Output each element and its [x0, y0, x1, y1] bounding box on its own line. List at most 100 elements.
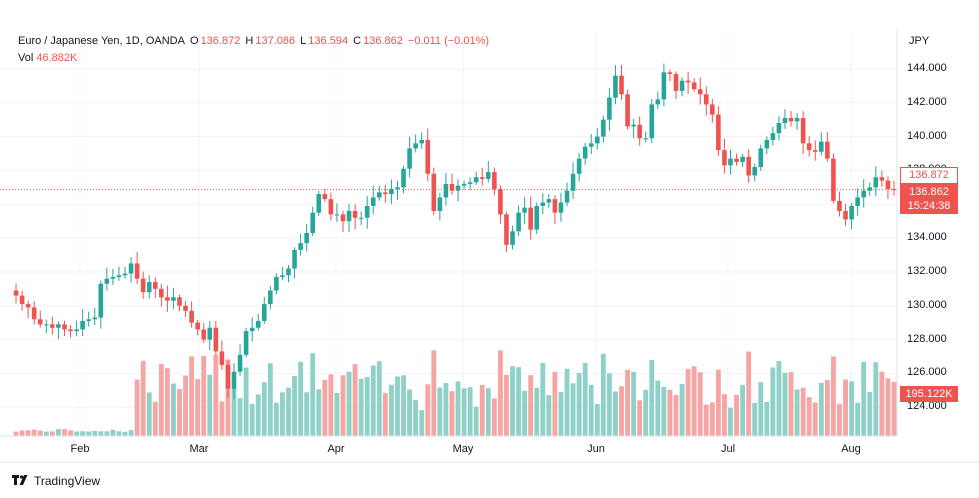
volume-bar — [382, 393, 388, 436]
volume-bar — [873, 362, 879, 436]
candle-body — [62, 324, 67, 330]
volume-bar — [522, 390, 528, 436]
candle-body — [703, 94, 709, 105]
candle-body — [98, 283, 104, 318]
candle-body — [667, 72, 673, 74]
volume-legend: Vol 46.882K — [18, 52, 77, 64]
volume-bar — [831, 356, 836, 436]
volume-bar — [546, 395, 552, 436]
symbol-title: Euro / Japanese Yen, 1D, OANDA — [18, 35, 185, 47]
candle-body — [255, 320, 261, 328]
candle-body — [80, 320, 85, 330]
candle-body — [558, 202, 564, 213]
volume-bar — [812, 402, 818, 436]
volume-bar — [376, 361, 382, 436]
volume-bar — [328, 374, 334, 436]
volume-bar — [189, 356, 195, 436]
candle-body — [679, 80, 685, 91]
volume-bar — [286, 387, 291, 436]
candle-body — [782, 117, 788, 124]
volume-bar — [588, 384, 594, 436]
high-label: H — [245, 35, 254, 47]
volume-bar — [782, 372, 788, 436]
volume-bar — [746, 351, 752, 436]
candle-body — [843, 211, 848, 220]
volume-bar — [98, 431, 104, 436]
candle-body — [764, 139, 770, 149]
candle-body — [225, 364, 231, 389]
volume-bar — [740, 384, 746, 436]
candle-body — [134, 263, 140, 279]
y-tick-label: 144.000 — [907, 61, 947, 74]
candle-body — [449, 183, 455, 191]
volume-bar — [401, 375, 406, 436]
y-tick-label: 130.000 — [907, 298, 947, 311]
candle-body — [825, 141, 830, 159]
volume-bar — [879, 371, 885, 436]
candle-body — [855, 197, 860, 206]
candle-body — [522, 207, 527, 213]
volume-bar — [697, 372, 703, 436]
candle-body — [758, 148, 764, 168]
volume-bar — [413, 399, 419, 436]
candle-body — [885, 180, 891, 190]
tradingview-logo[interactable]: TradingView — [12, 474, 100, 488]
x-tick-label: Feb — [70, 443, 90, 455]
volume-bar — [770, 367, 776, 436]
low-label: L — [300, 35, 307, 47]
volume-bar — [128, 430, 134, 436]
volume-bar — [637, 400, 643, 436]
volume-bar — [249, 403, 255, 436]
volume-bar — [510, 366, 515, 436]
volume-bar — [334, 392, 340, 436]
volume-bar — [37, 430, 43, 436]
volume-bar — [267, 363, 273, 436]
volume-bar — [92, 430, 98, 436]
candle-body — [710, 104, 715, 115]
volume-bar — [715, 369, 721, 436]
candle-body — [722, 150, 727, 166]
volume-bar — [219, 401, 225, 436]
volume-bar — [655, 380, 661, 436]
volume-bar — [473, 406, 479, 436]
volume-bar — [479, 384, 485, 436]
candle-body — [831, 158, 836, 201]
candle-body — [37, 319, 43, 325]
volume-bar — [49, 431, 55, 436]
candle-body — [407, 148, 412, 169]
volume-bar — [201, 356, 207, 436]
x-tick-label: May — [452, 443, 474, 455]
candle-body — [873, 177, 879, 188]
close-value: 136.862 — [363, 35, 403, 47]
volume-bar — [425, 384, 431, 436]
candle-body — [540, 202, 546, 206]
volume-bar — [19, 430, 25, 436]
volume-bar — [55, 429, 61, 436]
candle-body — [383, 192, 388, 195]
y-tick-label: 140.000 — [907, 129, 947, 142]
volume-bar — [497, 350, 503, 436]
volume-bar — [631, 371, 637, 436]
price-candles — [13, 63, 897, 400]
volume-bar — [134, 379, 140, 436]
candle-body — [68, 329, 73, 332]
candle-body — [861, 190, 866, 198]
candle-body — [25, 304, 31, 308]
x-tick-label: Jun — [587, 443, 605, 455]
volume-bar — [273, 402, 279, 436]
candle-body — [492, 172, 497, 190]
candle-body — [728, 158, 733, 166]
volume-bar — [195, 379, 201, 436]
y-tick-label: 132.000 — [907, 264, 947, 277]
volume-bar — [340, 375, 346, 436]
candle-body — [56, 324, 61, 328]
candle-body — [607, 97, 612, 120]
volume-bar — [685, 368, 691, 436]
previous-close-label: 136.872 — [900, 167, 958, 184]
volume-bar — [364, 376, 370, 436]
volume-bar — [667, 389, 673, 436]
high-value: 137.086 — [255, 35, 296, 47]
volume-bar — [516, 367, 521, 436]
volume-bar — [806, 397, 812, 436]
